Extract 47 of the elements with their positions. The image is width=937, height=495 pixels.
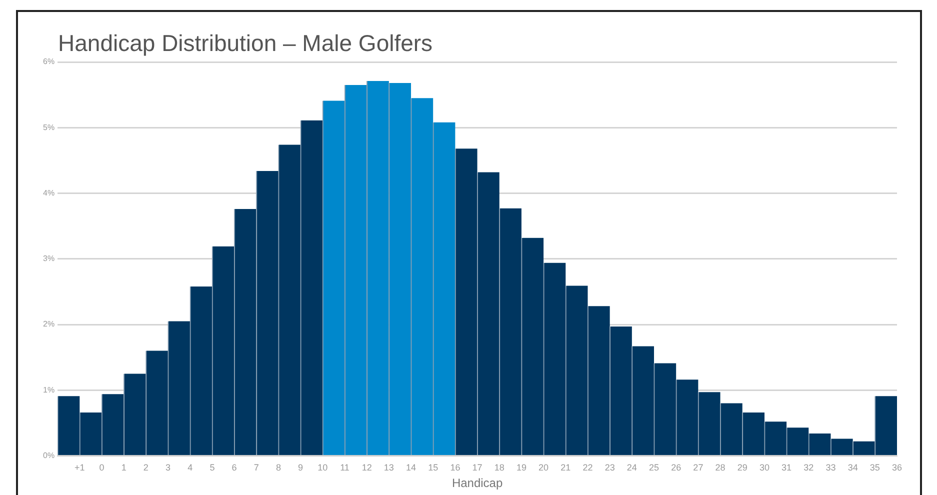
x-tick-label: 6 <box>232 462 237 473</box>
x-tick-label: 15 <box>428 462 438 473</box>
x-tick-label: 23 <box>604 462 615 473</box>
x-tick-label: 29 <box>737 462 748 473</box>
x-tick-label: 19 <box>516 462 526 473</box>
x-tick-label: 1 <box>121 462 126 473</box>
x-tick-label: 28 <box>715 462 726 473</box>
x-tick-label: 33 <box>826 462 836 473</box>
x-tick-label: 2 <box>143 462 148 473</box>
x-tick-label: 3 <box>166 462 171 473</box>
x-tick-label: 0 <box>99 462 104 473</box>
x-tick-label: 20 <box>538 462 549 473</box>
x-tick-label: 30 <box>759 462 770 473</box>
y-tick-label: 4% <box>43 188 55 198</box>
x-tick-label: 17 <box>472 462 482 473</box>
x-tick-label: 16 <box>450 462 460 473</box>
x-tick-label: 11 <box>340 462 350 473</box>
x-tick-label: 9 <box>298 462 304 473</box>
x-tick-label: 26 <box>671 462 682 473</box>
x-tick-label: 21 <box>560 462 571 473</box>
y-tick-label: 0% <box>43 451 55 460</box>
x-tick-label: 12 <box>362 462 372 473</box>
x-tick-label: 25 <box>648 462 660 473</box>
y-tick-label: 2% <box>43 320 55 329</box>
x-tick-label: 18 <box>494 462 504 473</box>
y-tick-label: 3% <box>43 254 55 264</box>
x-tick-label: 31 <box>782 462 792 473</box>
x-tick-label: 35 <box>870 462 880 473</box>
x-tick-label: +1 <box>74 462 85 473</box>
x-axis-title: Handicap <box>452 476 503 490</box>
y-tick-label: 1% <box>43 385 55 394</box>
x-tick-label: 32 <box>804 462 814 473</box>
x-tick-label: 7 <box>254 462 259 473</box>
x-tick-label: 5 <box>210 462 215 473</box>
x-tick-label: 14 <box>406 462 416 473</box>
chart-title: Handicap Distribution – Male Golfers <box>58 30 433 57</box>
x-tick-label: 24 <box>626 462 637 473</box>
x-tick-label: 10 <box>318 462 328 473</box>
x-tick-label: 36 <box>892 462 902 473</box>
x-tick-label: 22 <box>582 462 593 473</box>
y-tick-label: 6% <box>43 57 55 66</box>
x-tick-label: 13 <box>384 462 394 473</box>
y-tick-label: 5% <box>43 122 55 132</box>
x-tick-label: 34 <box>848 462 858 473</box>
x-tick-label: 4 <box>188 462 193 473</box>
x-tick-label: 27 <box>693 462 704 473</box>
x-tick-label: 8 <box>276 462 281 473</box>
